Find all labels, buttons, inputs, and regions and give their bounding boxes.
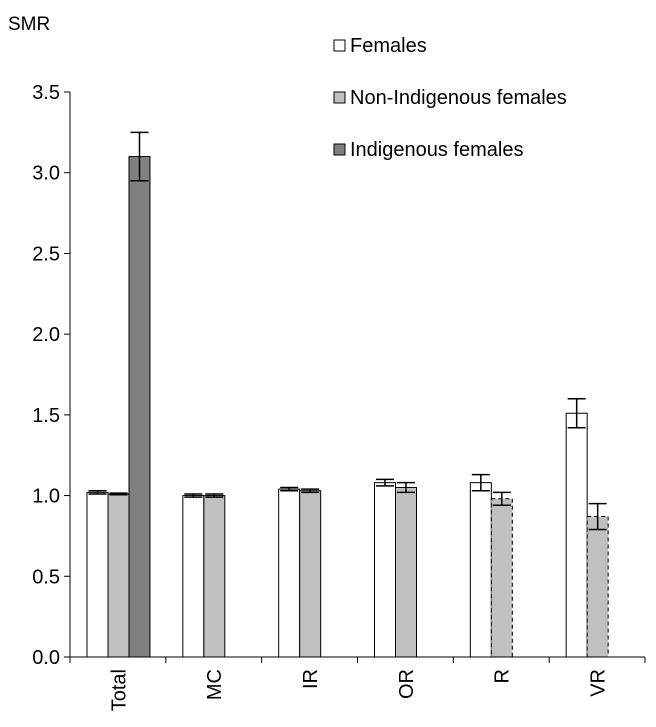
y-tick-label: 0.0 [32, 647, 60, 669]
error-bar [205, 493, 224, 498]
error-bar [397, 481, 415, 494]
error-bar [588, 502, 607, 531]
legend: Females Non-Indigenous females Indigenous … [333, 35, 567, 161]
legend-swatch [333, 39, 346, 52]
bar-females-or [374, 482, 396, 658]
legend-item: Females [333, 35, 427, 57]
y-axis-label: SMR [8, 14, 50, 35]
bars [86, 131, 609, 658]
error-bar [184, 493, 203, 498]
bar-non-indigenous-females-total [107, 493, 130, 658]
legend-swatch [333, 91, 346, 104]
bar-females-mc [182, 495, 205, 658]
error-bar [567, 397, 586, 429]
x-tick-label: VR [587, 669, 609, 697]
y-tick-label: 1.0 [32, 486, 60, 508]
bar-non-indigenous-females-ir [299, 490, 322, 658]
error-bar [376, 478, 394, 487]
error-bar [492, 491, 511, 507]
x-tick-label: Total [108, 669, 130, 711]
bar-females-total [86, 491, 109, 658]
error-bar [280, 486, 299, 492]
error-bar [301, 488, 320, 494]
x-tick-label: MC [204, 669, 226, 700]
legend-item: Non-Indigenous females [333, 87, 567, 109]
legend-label: Non-Indigenous females [350, 87, 567, 109]
y-tick-label: 3.0 [32, 163, 60, 185]
bar-non-indigenous-females-mc [203, 495, 226, 658]
legend-label: Indigenous females [350, 139, 523, 161]
legend-item: Indigenous females [333, 139, 523, 161]
y-tick-label: 2.0 [32, 324, 60, 346]
y-tick-label: 2.5 [32, 243, 60, 265]
error-bar [471, 473, 490, 492]
x-tick-label: R [492, 669, 514, 683]
bar-non-indigenous-females-vr [586, 516, 609, 658]
legend-label: Females [350, 35, 427, 57]
bar-females-ir [278, 488, 301, 658]
bar-females-r [469, 482, 492, 658]
legend-swatch [333, 143, 346, 156]
y-tick-label: 1.5 [32, 405, 60, 427]
x-tick-label: IR [300, 669, 322, 689]
bar-females-vr [565, 412, 588, 658]
bar-non-indigenous-females-r [490, 498, 513, 658]
y-tick-label: 3.5 [32, 82, 60, 104]
error-bar [88, 489, 107, 495]
y-tick-label: 0.5 [32, 566, 60, 588]
bar-non-indigenous-females-or [395, 487, 417, 658]
error-bar [130, 131, 149, 182]
bar-indigenous-females-total [128, 156, 151, 658]
x-tick-label: OR [396, 669, 418, 699]
error-bar [109, 492, 128, 496]
axes: 0.0 0.5 1.0 1.5 2.0 2.5 3.0 3.5 Total MC IR OR R VR [32, 82, 646, 711]
